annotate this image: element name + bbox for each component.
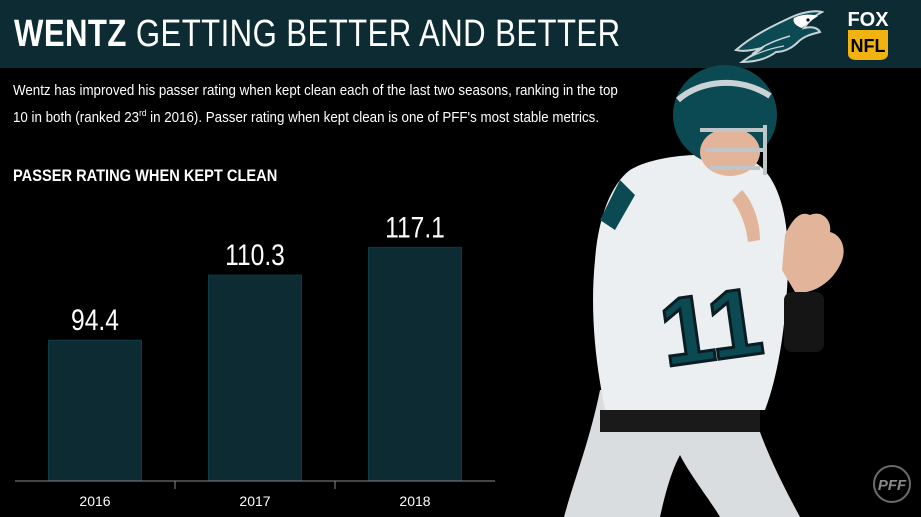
value-label-2018: 117.1	[385, 210, 445, 244]
description-part2: in 2016). Passer rating when kept clean …	[146, 109, 600, 126]
bar-2018	[368, 246, 462, 482]
nfl-logo-text: NFL	[851, 36, 886, 56]
bar-2016	[48, 339, 142, 482]
description-sup: rd	[139, 108, 147, 118]
pff-logo: PFF	[873, 465, 911, 503]
player-photo: 11	[564, 65, 844, 517]
description-part1: Wentz has improved his passer rating whe…	[13, 83, 618, 126]
pff-logo-text: PFF	[878, 477, 907, 494]
value-label-2017: 110.3	[225, 238, 285, 272]
eagles-logo-icon	[733, 10, 824, 64]
x-tick-label-2018: 2018	[399, 493, 430, 509]
title-rest: GETTING BETTER AND BETTER	[135, 13, 621, 55]
bar-chart: 94.4 2016 110.3 2017 117.1 2018	[15, 210, 495, 509]
x-tick-label-2016: 2016	[79, 493, 110, 509]
x-tick-label-2017: 2017	[239, 493, 270, 509]
value-label-2016: 94.4	[71, 303, 119, 337]
chart-title: PASSER RATING WHEN KEPT CLEAN	[13, 166, 278, 185]
title-bold: WENTZ	[14, 13, 127, 55]
fox-logo-text: FOX	[847, 9, 889, 31]
description: Wentz has improved his passer rating whe…	[13, 80, 620, 129]
page-title: WENTZ GETTING BETTER AND BETTER	[14, 12, 621, 56]
fox-nfl-logo: FOX NFL	[844, 6, 892, 62]
bar-2017	[208, 274, 302, 482]
svg-text:11: 11	[653, 267, 768, 387]
